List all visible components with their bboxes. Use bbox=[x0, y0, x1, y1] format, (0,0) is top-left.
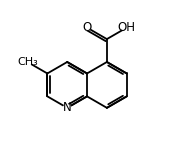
Ellipse shape bbox=[63, 105, 71, 111]
Ellipse shape bbox=[84, 25, 90, 30]
Ellipse shape bbox=[22, 59, 33, 65]
Text: O: O bbox=[82, 21, 92, 34]
Ellipse shape bbox=[122, 25, 132, 30]
Text: N: N bbox=[63, 101, 72, 114]
Text: CH₃: CH₃ bbox=[17, 57, 38, 67]
Text: OH: OH bbox=[118, 21, 136, 34]
